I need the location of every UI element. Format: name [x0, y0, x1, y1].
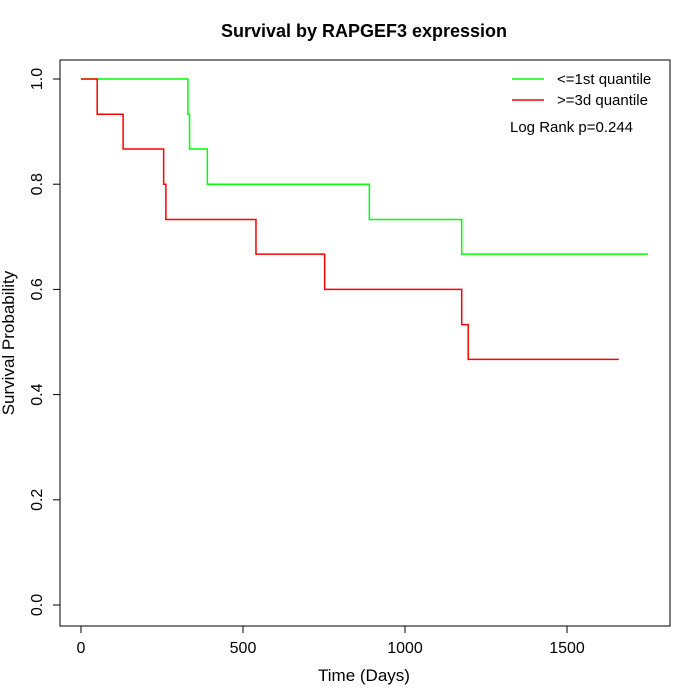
- y-axis-label: Survival Probability: [0, 270, 18, 415]
- survival-curve-high: [81, 78, 619, 361]
- y-tick-label: 0.2: [29, 489, 46, 511]
- legend-label: <=1st quantile: [557, 71, 651, 88]
- y-tick-label: 0.4: [29, 383, 46, 405]
- y-tick-label: 0.8: [29, 173, 46, 195]
- y-tick-label: 0.0: [29, 594, 46, 616]
- x-axis: 0 500 1000 1500: [77, 625, 585, 657]
- log-rank-annotation: Log Rank p=0.244: [510, 119, 633, 136]
- x-tick-label: 500: [230, 640, 257, 657]
- x-tick-label: 0: [77, 640, 86, 657]
- x-tick-label: 1000: [387, 640, 423, 657]
- chart-title: Survival by RAPGEF3 expression: [221, 21, 507, 41]
- x-axis-label: Time (Days): [318, 666, 410, 685]
- y-tick-label: 0.6: [29, 278, 46, 300]
- legend: <=1st quantile >=3d quantile: [512, 71, 651, 109]
- plot-frame: [59, 59, 671, 627]
- y-axis: 0.0 0.2 0.4 0.6 0.8 1.0: [29, 68, 61, 616]
- y-tick-label: 1.0: [29, 68, 46, 90]
- legend-label: >=3d quantile: [557, 92, 648, 109]
- series-layer: [81, 78, 648, 361]
- survival-curve-low: [81, 78, 648, 255]
- x-tick-label: 1500: [549, 640, 585, 657]
